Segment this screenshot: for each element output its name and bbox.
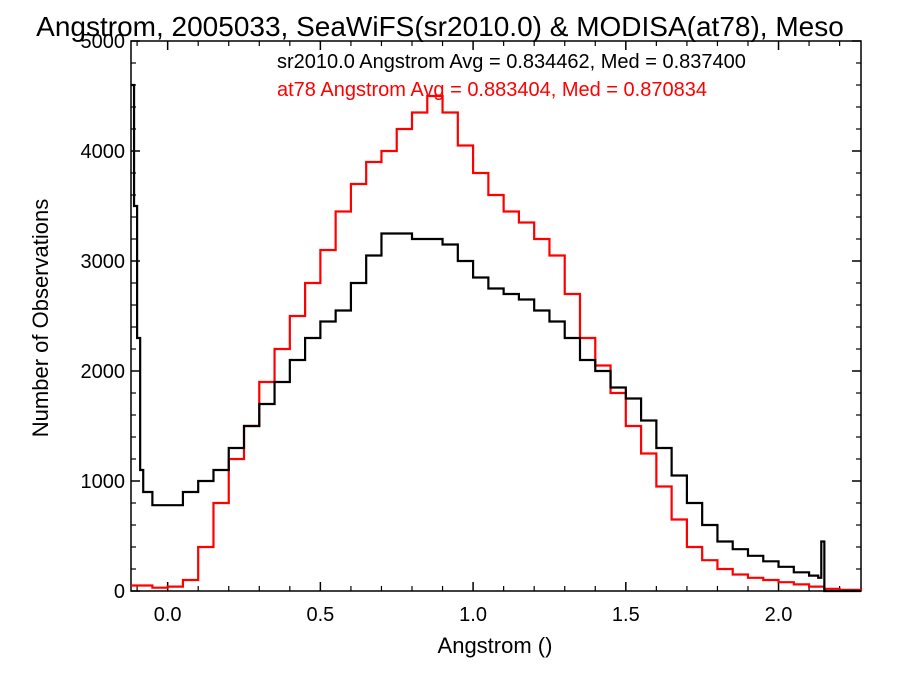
x-tick-label: 0.0 bbox=[154, 604, 182, 626]
x-tick-label: 1.5 bbox=[612, 604, 640, 626]
y-tick-label: 4000 bbox=[81, 141, 126, 163]
y-tick-label: 5000 bbox=[81, 31, 126, 53]
x-axis-label: Angstrom () bbox=[438, 633, 553, 658]
series-layer bbox=[131, 83, 863, 593]
y-tick-label: 2000 bbox=[81, 361, 126, 383]
plot-area-frame bbox=[130, 40, 862, 592]
x-tick-label: 2.0 bbox=[765, 604, 793, 626]
annotation-sr2010-stats: sr2010.0 Angstrom Avg = 0.834462, Med = … bbox=[277, 51, 746, 73]
x-tick-label: 1.0 bbox=[459, 604, 487, 626]
x-tick-label: 0.5 bbox=[306, 604, 334, 626]
y-axis-label: Number of Observations bbox=[28, 199, 53, 437]
y-tick-label: 0 bbox=[114, 581, 125, 603]
y-tick-label: 3000 bbox=[81, 251, 126, 273]
chart-title: Angstrom, 2005033, SeaWiFS(sr2010.0) & M… bbox=[36, 11, 844, 42]
series-line-0 bbox=[131, 83, 861, 593]
y-tick-label: 1000 bbox=[81, 471, 126, 493]
axis-ticks: 0.0 0.5 1.0 1.5 2.0 0 1000 2000 3000 4000 5000 bbox=[81, 31, 861, 626]
annotation-at78-stats: at78 Angstrom Avg = 0.883404, Med = 0.87… bbox=[277, 79, 707, 101]
series-line-1 bbox=[131, 94, 863, 591]
